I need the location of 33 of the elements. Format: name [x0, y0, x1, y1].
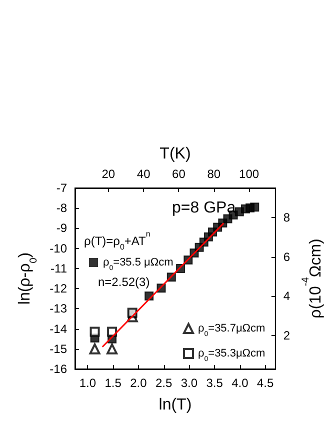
y-tick-label: -11 — [50, 261, 68, 276]
x2-tick-label: 20 — [102, 167, 116, 181]
y2-tick-label: 2 — [283, 328, 290, 343]
y2-tick-label: 4 — [283, 289, 290, 304]
x2-tick-label: 40 — [136, 167, 151, 181]
annotation: p=8 GPa — [172, 200, 236, 216]
y-tick-label: -14 — [50, 322, 68, 336]
y-tick-label: -8 — [56, 201, 68, 216]
x2-tick-label: 60 — [172, 167, 186, 181]
x-tick-label: 1.5 — [104, 376, 122, 390]
x-tick-label: 4.0 — [232, 376, 249, 390]
x-tick-label: 4.5 — [256, 376, 274, 390]
y-tick-label: -7 — [56, 181, 68, 195]
x-axis-title: ln(T) — [158, 396, 192, 414]
annotation: n=2.52(3) — [98, 275, 150, 289]
x-tick-label: 3.5 — [206, 376, 224, 390]
y-tick-label: -13 — [50, 302, 68, 316]
y2-axis-title: ρ(10-4Ωcm) — [300, 238, 324, 318]
x-tick-label: 2.0 — [130, 376, 148, 390]
x-tick-label: 3.0 — [180, 376, 198, 390]
x2-tick-label: 80 — [207, 167, 221, 181]
y-tick-label: -15 — [50, 342, 68, 356]
y-tick-label: -16 — [50, 362, 68, 376]
x2-axis-title: T(K) — [160, 146, 191, 162]
y2-tick-label: 8 — [283, 210, 290, 225]
x-tick-label: 2.5 — [155, 376, 172, 390]
y-tick-label: -9 — [56, 221, 68, 236]
y2-tick-label: 6 — [283, 250, 290, 264]
x2-tick-label: 100 — [239, 167, 260, 181]
y-tick-label: -10 — [50, 241, 68, 256]
y-axis-title: ln(ρ-ρ0) — [16, 252, 40, 305]
x-tick-label: 1.0 — [79, 376, 96, 390]
y-tick-label: -12 — [50, 282, 68, 296]
